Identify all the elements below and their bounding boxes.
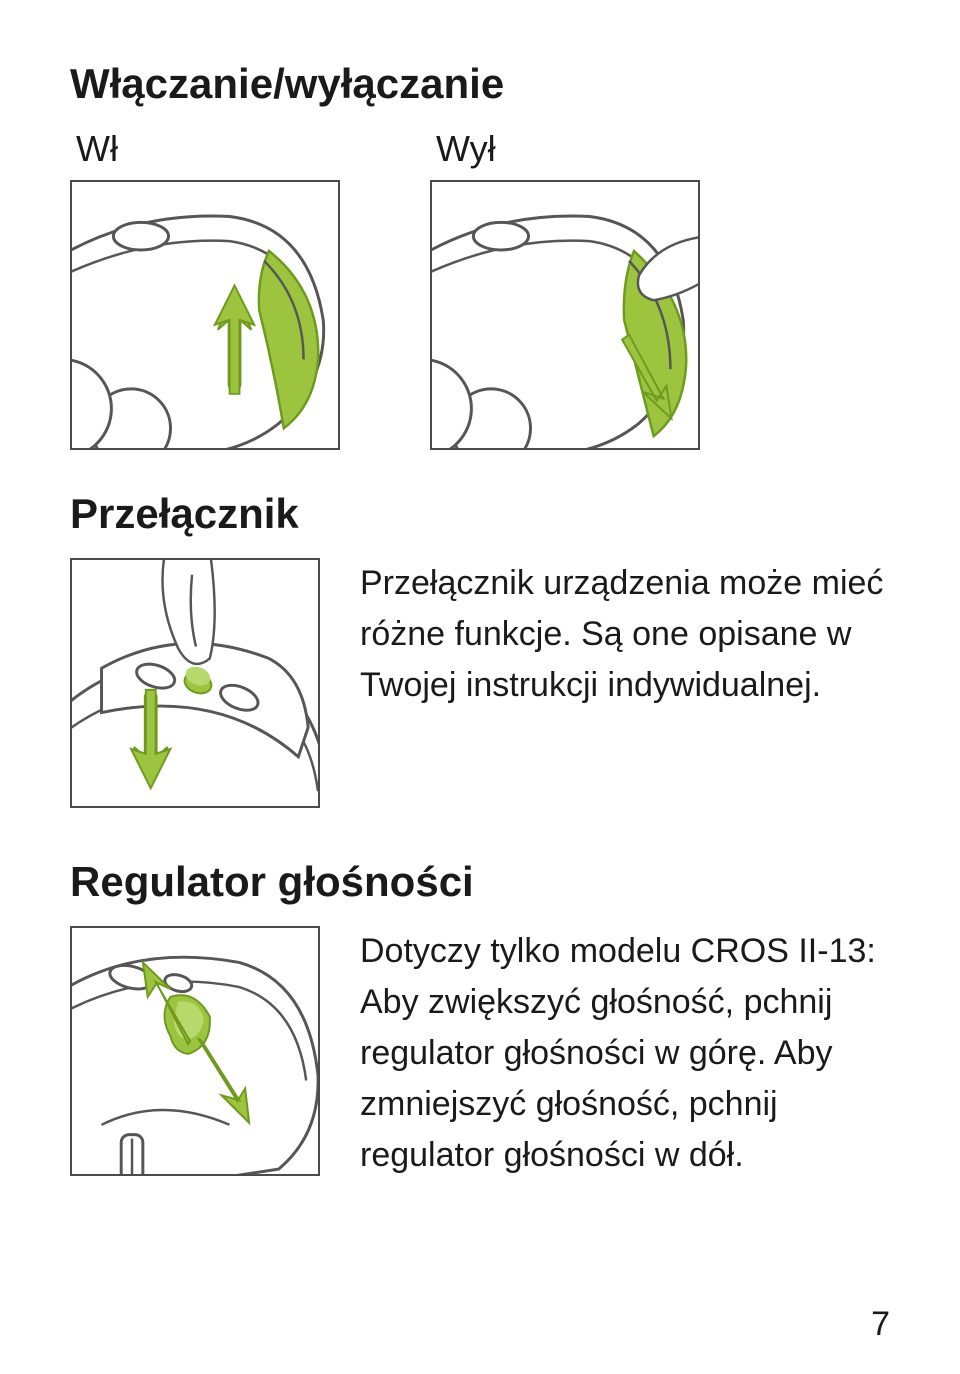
- switch-body: Przełącznik urządzenia może mieć różne f…: [360, 558, 890, 711]
- onoff-on-col: Wł: [70, 128, 340, 450]
- volume-body: Dotyczy tylko modelu CROS II-13: Aby zwi…: [360, 926, 890, 1181]
- onoff-title: Włączanie/wyłączanie: [70, 60, 890, 108]
- figure-off: [430, 180, 700, 450]
- switch-row: Przełącznik urządzenia może mieć różne f…: [70, 558, 890, 808]
- page-number: 7: [871, 1305, 890, 1344]
- on-label: Wł: [70, 128, 340, 170]
- onoff-row: Wł: [70, 128, 890, 450]
- switch-title: Przełącznik: [70, 490, 890, 538]
- off-label: Wył: [430, 128, 700, 170]
- volume-title: Regulator głośności: [70, 858, 890, 906]
- onoff-off-col: Wył: [430, 128, 700, 450]
- volume-row: Dotyczy tylko modelu CROS II-13: Aby zwi…: [70, 926, 890, 1181]
- figure-switch: [70, 558, 320, 808]
- figure-on: [70, 180, 340, 450]
- figure-volume: [70, 926, 320, 1176]
